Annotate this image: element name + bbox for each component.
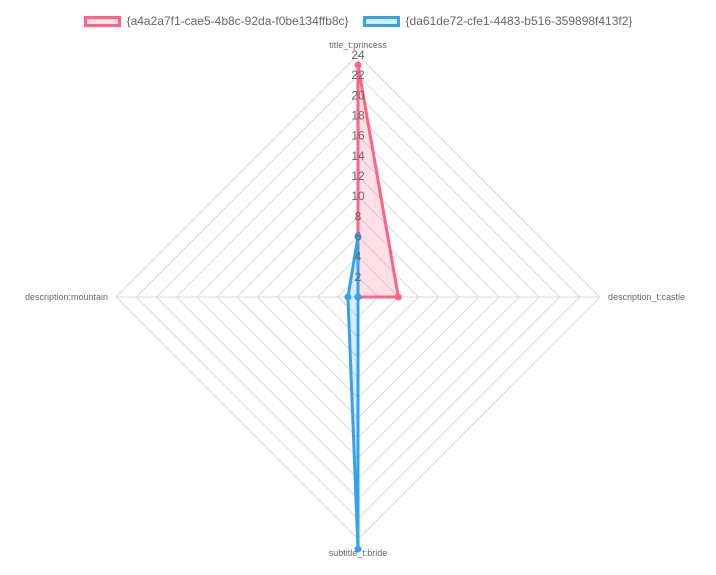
tick-label-18: 18 [351, 109, 365, 123]
legend-label-series-1: {a4a2a7f1-cae5-4b8c-92da-f0be134ffb8c} [126, 14, 349, 28]
chart-legend: {a4a2a7f1-cae5-4b8c-92da-f0be134ffb8c} {… [0, 10, 716, 32]
tick-label-14: 14 [351, 149, 365, 163]
axis-label-1: title_t:princess [329, 40, 387, 50]
series-2-point-2 [354, 293, 362, 301]
tick-label-20: 20 [351, 88, 365, 102]
series-2-point-3 [354, 545, 362, 553]
tick-label-2: 2 [355, 270, 362, 284]
series-1-point-2 [394, 293, 402, 301]
tick-label-12: 12 [351, 169, 365, 183]
tick-label-10: 10 [351, 189, 365, 203]
tick-label-22: 22 [351, 68, 365, 82]
axis-label-3: subtitle_t:bride [329, 548, 388, 558]
tick-label-24: 24 [351, 48, 365, 62]
series-2-point-1 [354, 233, 362, 240]
tick-label-6: 6 [355, 230, 362, 244]
legend-item-series-1[interactable]: {a4a2a7f1-cae5-4b8c-92da-f0be134ffb8c} [83, 14, 349, 28]
axis-label-4: description:mountain [25, 292, 108, 302]
series-area-1 [356, 63, 400, 299]
axis-label-2: description_t:castle [608, 292, 685, 302]
tick-label-8: 8 [355, 209, 362, 223]
tick-label-4: 4 [355, 250, 362, 264]
legend-swatch-series-1 [83, 15, 121, 27]
legend-label-series-2: {da61de72-cfe1-4483-b516-359898f413f2} [405, 14, 633, 28]
series-1-point-1 [354, 61, 362, 69]
legend-swatch-series-2 [362, 15, 400, 27]
legend-item-series-2[interactable]: {da61de72-cfe1-4483-b516-359898f413f2} [362, 14, 633, 28]
tick-label-16: 16 [351, 129, 365, 143]
series-2-point-4 [344, 293, 352, 301]
